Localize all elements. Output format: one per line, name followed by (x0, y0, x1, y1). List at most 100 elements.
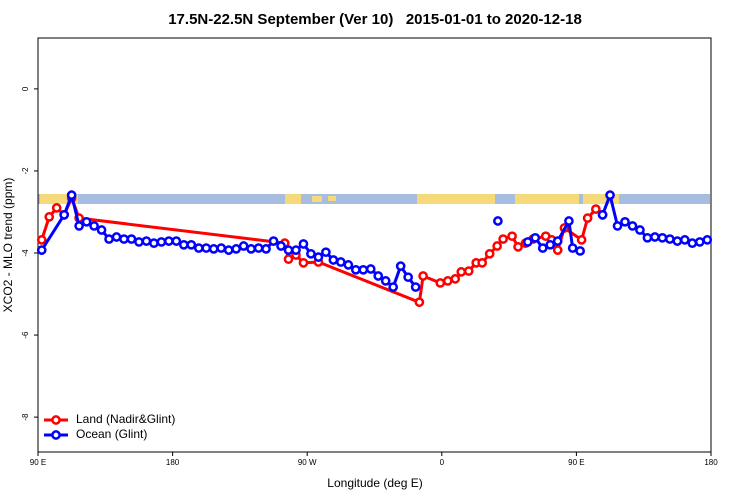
point (66, 190, 77, 200)
point (365, 264, 376, 274)
point (36, 235, 47, 245)
point (388, 282, 399, 292)
point (313, 252, 324, 262)
point (186, 239, 197, 250)
plot-frame (37, 37, 712, 453)
point (450, 274, 461, 284)
point (484, 248, 495, 259)
point (582, 213, 593, 223)
x-tick-label: 90 E (568, 458, 584, 467)
point (493, 216, 503, 226)
point (442, 276, 453, 286)
y-tick-label: -8 (21, 413, 30, 421)
point (373, 271, 384, 281)
point (164, 236, 174, 246)
x-tick-label: 180 (704, 458, 718, 467)
point (268, 236, 279, 246)
point (74, 221, 84, 231)
point (156, 237, 167, 247)
x-tick-label: 180 (166, 458, 180, 467)
point (81, 216, 92, 227)
point (223, 245, 234, 255)
point (380, 276, 391, 286)
point (590, 204, 601, 214)
point (418, 271, 428, 281)
x-axis-label: Longitude (deg E) (327, 476, 422, 490)
y-tick-label: -2 (21, 167, 30, 175)
y-tick-label: -4 (21, 249, 30, 257)
point (435, 278, 446, 288)
point (36, 245, 47, 255)
point (513, 241, 523, 252)
point (96, 225, 107, 235)
point (657, 232, 668, 243)
point (605, 190, 615, 200)
point (575, 246, 585, 256)
point (350, 264, 361, 275)
point (597, 209, 608, 220)
point (477, 257, 488, 268)
point (111, 232, 122, 242)
point (149, 238, 159, 249)
point (507, 231, 517, 242)
point (545, 239, 556, 250)
point (119, 234, 129, 244)
point (328, 255, 339, 265)
point (306, 248, 316, 259)
y-tick-label: 0 (21, 86, 30, 91)
point (537, 243, 548, 253)
point (665, 234, 675, 244)
point (208, 244, 219, 254)
legend-label: Land (Nadir&Glint) (76, 412, 175, 426)
point (635, 225, 645, 235)
point (291, 245, 301, 255)
point (576, 235, 587, 245)
point (694, 237, 705, 247)
point (253, 243, 264, 253)
point (702, 235, 713, 245)
point (171, 236, 182, 246)
point (178, 239, 189, 250)
point (679, 235, 690, 245)
point (201, 243, 212, 253)
y-axis-label: XCO2 - MLO trend (ppm) (1, 178, 15, 313)
point (283, 245, 294, 255)
point (612, 221, 623, 231)
point (498, 234, 508, 244)
point (343, 260, 354, 270)
point (134, 237, 144, 247)
point (395, 261, 406, 271)
point (687, 238, 698, 249)
x-tick-label: 90 W (298, 458, 317, 467)
point (552, 245, 563, 255)
x-tick-label: 0 (440, 458, 445, 467)
point (238, 241, 249, 251)
x-tick-label: 90 E (30, 458, 46, 467)
point (620, 216, 630, 227)
point (552, 236, 563, 246)
point (672, 236, 683, 246)
point (261, 244, 271, 254)
legend-marker (51, 415, 61, 425)
chart-title: 17.5N-22.5N September (Ver 10) 2015-01-0… (168, 11, 582, 28)
point (414, 297, 425, 308)
point (627, 221, 638, 231)
legend-label: Ocean (Glint) (76, 427, 147, 441)
legend-marker (51, 430, 61, 440)
point (104, 234, 114, 244)
point (231, 244, 242, 254)
point (298, 239, 309, 249)
point (564, 216, 574, 226)
point (358, 264, 369, 275)
point (51, 203, 62, 213)
point (456, 267, 467, 277)
point (492, 241, 502, 251)
point (321, 247, 331, 258)
point (522, 237, 533, 247)
point (567, 243, 578, 253)
point (298, 257, 309, 268)
point (126, 234, 137, 244)
point (283, 254, 294, 265)
point (403, 272, 413, 283)
